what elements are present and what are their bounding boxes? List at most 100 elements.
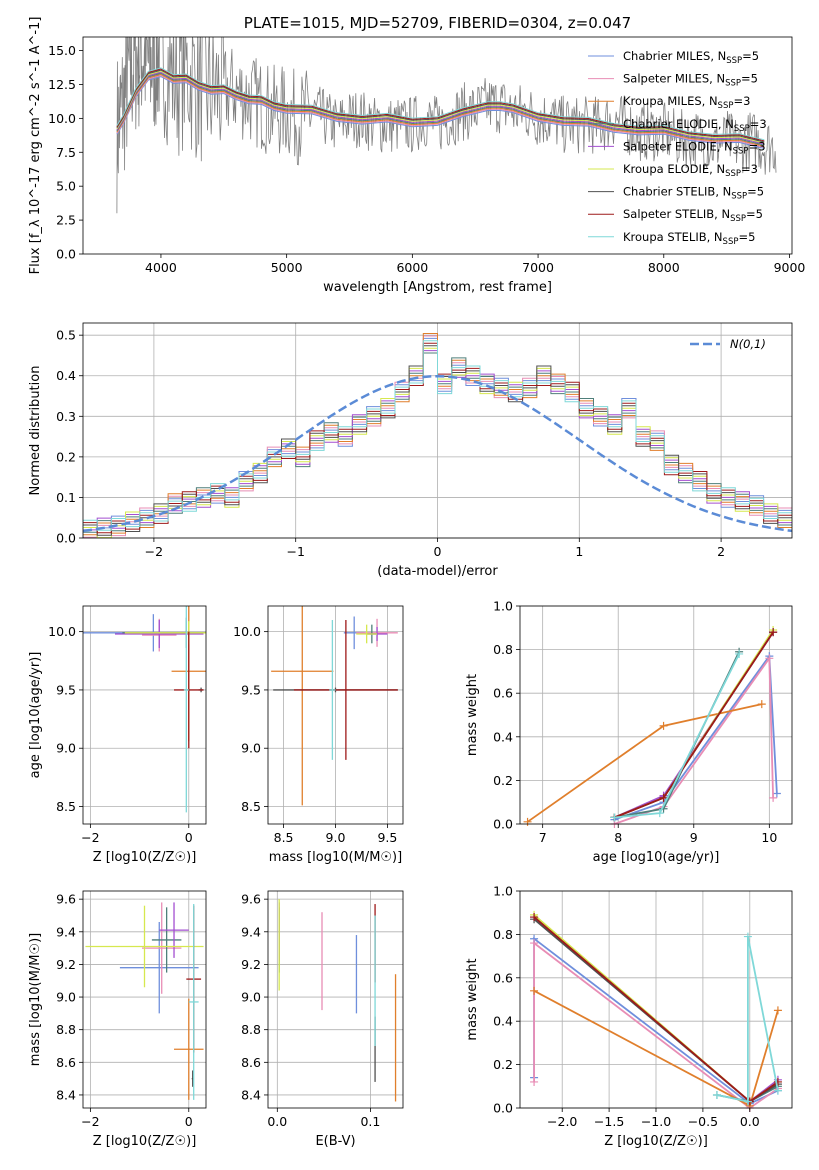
- weight-marker: [530, 939, 539, 948]
- y-tick-label: 0.2: [493, 1057, 513, 1072]
- x-tick-label: 1: [575, 544, 583, 559]
- legend-entry-8: Kroupa STELIB, NSSP=5: [623, 230, 755, 247]
- y-tick-label: 0.8: [493, 927, 513, 942]
- y-tick-label: 0.0: [493, 817, 513, 832]
- weight-marker: [712, 1090, 721, 1099]
- y-tick-label: 5.0: [56, 179, 76, 194]
- y-tick-label: 9.0: [241, 741, 261, 756]
- x-tick-label: −1.5: [594, 1114, 624, 1129]
- y-tick-label: 9.2: [56, 957, 76, 972]
- weight-marker: [610, 813, 619, 822]
- x-tick-label: 7000: [522, 260, 554, 275]
- x-tick-label: 9.0: [326, 830, 346, 845]
- legend-entry-7: Salpeter STELIB, NSSP=5: [623, 207, 763, 224]
- y-tick-label: 1.0: [493, 884, 513, 899]
- weight-line-8: [716, 936, 779, 1103]
- y-tick-label: 0.1: [56, 490, 76, 505]
- y-tick-label: 12.5: [48, 77, 76, 92]
- age_vs_mass-plot-area: [271, 606, 398, 806]
- y-tick-label: 0.5: [56, 328, 76, 343]
- weight-marker: [735, 649, 744, 658]
- x-tick-label: 6000: [396, 260, 428, 275]
- y-tick-label: 0.4: [493, 729, 513, 744]
- x-tick-label: 0: [185, 830, 193, 845]
- model-spectrum-6: [116, 69, 765, 143]
- weight-line-3: [614, 651, 740, 819]
- spectrum-frame: [82, 36, 793, 255]
- y-axis-label: age [log10(age/yr)]: [28, 652, 43, 779]
- x-tick-label: 8000: [648, 260, 680, 275]
- model-spectrum-1: [116, 74, 765, 148]
- x-tick-label: −2: [145, 544, 163, 559]
- weight-marker: [769, 628, 778, 637]
- legend-entry-6: Chabrier STELIB, NSSP=5: [623, 185, 764, 202]
- histogram-8: [83, 340, 792, 538]
- y-tick-label: 0.2: [56, 449, 76, 464]
- model-spectrum-3: [116, 72, 765, 146]
- x-tick-label: 10: [761, 830, 777, 845]
- x-tick-label: −2.0: [547, 1114, 577, 1129]
- x-axis-label: Z [log10(Z/Z☉)]: [604, 1134, 708, 1149]
- x-tick-label: −1: [286, 544, 304, 559]
- weight-marker: [523, 817, 532, 826]
- weight-marker: [743, 932, 752, 941]
- y-tick-label: 8.4: [241, 1087, 261, 1102]
- x-tick-label: 7: [539, 830, 547, 845]
- model-spectrum-5: [116, 70, 765, 144]
- x-tick-label: 5000: [271, 260, 303, 275]
- x-tick-label: 0.0: [267, 1114, 287, 1129]
- mass_vs_EBV-frame: [267, 890, 404, 1109]
- x-tick-label: 0: [434, 544, 442, 559]
- x-tick-label: 8: [614, 830, 622, 845]
- y-tick-label: 8.5: [56, 799, 76, 814]
- x-tick-label: 2: [717, 544, 725, 559]
- weight_vs_Z-plot-area: [530, 910, 782, 1112]
- spectrum-plot-area: [116, 37, 777, 214]
- y-tick-label: 8.4: [56, 1087, 76, 1102]
- model-spectrum-2: [116, 73, 765, 147]
- y-axis-label: mass [log10(M/M☉)]: [28, 933, 43, 1066]
- weight-marker: [772, 789, 781, 798]
- chart-title: PLATE=1015, MJD=52709, FIBERID=0304, z=0…: [244, 14, 631, 32]
- weight_vs_age-frame: [519, 605, 793, 825]
- model-spectrum-4: [116, 71, 765, 145]
- y-tick-label: 0.2: [493, 773, 513, 788]
- y-tick-label: 8.8: [56, 1022, 76, 1037]
- y-tick-label: 9.6: [241, 892, 261, 907]
- model-spectrum-7: [116, 68, 765, 142]
- y-tick-label: 8.5: [241, 799, 261, 814]
- x-tick-label: −2: [81, 830, 99, 845]
- x-tick-label: 9.5: [377, 830, 397, 845]
- x-axis-label: E(B-V): [315, 1134, 355, 1149]
- mass_vs_Z-frame: [82, 890, 207, 1109]
- y-tick-label: 2.5: [56, 213, 76, 228]
- y-tick-label: 9.4: [241, 924, 261, 939]
- legend-entry-0: Chabrier MILES, NSSP=5: [623, 49, 759, 66]
- weight_vs_age-plot-area: [523, 625, 781, 828]
- weight-marker: [769, 793, 778, 802]
- weight-marker: [659, 721, 668, 730]
- weight-line-1: [533, 941, 779, 1110]
- y-tick-label: 8.6: [241, 1055, 261, 1070]
- model-spectrum-8: [116, 67, 765, 141]
- x-axis-label: (data-model)/error: [377, 564, 498, 579]
- histogram-area: [83, 333, 792, 538]
- y-tick-label: 0.6: [493, 970, 513, 985]
- x-tick-label: 0: [185, 1114, 193, 1129]
- y-tick-label: 0.4: [56, 368, 76, 383]
- y-tick-label: 9.0: [56, 990, 76, 1005]
- y-tick-label: 9.6: [56, 892, 76, 907]
- y-tick-label: 8.8: [241, 1022, 261, 1037]
- x-tick-label: 9000: [774, 260, 806, 275]
- weight-marker: [655, 809, 664, 818]
- y-tick-label: 9.2: [241, 957, 261, 972]
- x-axis-label: Z [log10(Z/Z☉)]: [93, 850, 197, 865]
- x-tick-label: −1.0: [641, 1114, 671, 1129]
- weight-marker: [743, 1097, 752, 1106]
- y-tick-label: 9.5: [56, 682, 76, 697]
- y-tick-label: 0.0: [493, 1101, 513, 1116]
- y-tick-label: 0.6: [493, 686, 513, 701]
- x-tick-label: −0.5: [688, 1114, 718, 1129]
- mass_vs_EBV-plot-area: [278, 899, 397, 1102]
- weight-marker: [773, 1077, 782, 1086]
